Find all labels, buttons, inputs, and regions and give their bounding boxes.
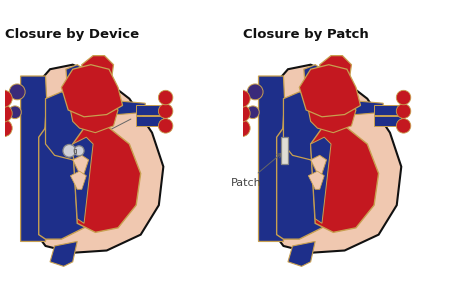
Polygon shape	[258, 76, 284, 241]
Polygon shape	[50, 241, 77, 266]
Polygon shape	[91, 101, 145, 115]
Circle shape	[233, 105, 250, 122]
Polygon shape	[277, 115, 345, 239]
Polygon shape	[310, 137, 331, 223]
Circle shape	[158, 119, 173, 133]
Polygon shape	[306, 92, 356, 133]
Polygon shape	[374, 105, 401, 115]
Polygon shape	[299, 65, 361, 117]
Polygon shape	[62, 65, 123, 117]
Polygon shape	[374, 116, 401, 126]
Circle shape	[396, 90, 411, 105]
Circle shape	[396, 119, 411, 133]
Circle shape	[0, 90, 12, 107]
Text: Patch: Patch	[231, 153, 282, 188]
Polygon shape	[23, 65, 164, 253]
Polygon shape	[39, 115, 107, 239]
Polygon shape	[82, 56, 113, 99]
Text: Device: Device	[82, 105, 167, 144]
Polygon shape	[71, 171, 86, 189]
Polygon shape	[329, 101, 383, 115]
Circle shape	[247, 84, 263, 100]
Circle shape	[74, 146, 84, 156]
Polygon shape	[20, 76, 46, 241]
Circle shape	[233, 90, 250, 107]
Circle shape	[9, 106, 21, 119]
Circle shape	[396, 104, 411, 118]
Circle shape	[233, 119, 250, 137]
Circle shape	[0, 119, 12, 137]
Polygon shape	[73, 137, 93, 223]
Polygon shape	[136, 116, 164, 126]
Polygon shape	[319, 56, 351, 99]
Polygon shape	[66, 65, 84, 101]
Circle shape	[158, 104, 173, 118]
Polygon shape	[288, 241, 315, 266]
Circle shape	[246, 106, 259, 119]
Polygon shape	[68, 92, 118, 133]
Polygon shape	[73, 155, 89, 174]
Polygon shape	[283, 92, 333, 160]
Circle shape	[63, 144, 76, 157]
Text: Closure by Device: Closure by Device	[5, 28, 139, 41]
Polygon shape	[46, 92, 95, 160]
Text: Closure by Patch: Closure by Patch	[243, 28, 368, 41]
Polygon shape	[310, 155, 327, 174]
Polygon shape	[73, 126, 141, 232]
Polygon shape	[310, 126, 379, 232]
Bar	[73, 148, 76, 153]
Polygon shape	[304, 65, 322, 101]
Bar	[281, 137, 288, 164]
Circle shape	[9, 84, 25, 100]
Polygon shape	[261, 65, 401, 253]
Polygon shape	[136, 105, 164, 115]
Circle shape	[158, 90, 173, 105]
Polygon shape	[309, 171, 324, 189]
Circle shape	[0, 105, 12, 122]
